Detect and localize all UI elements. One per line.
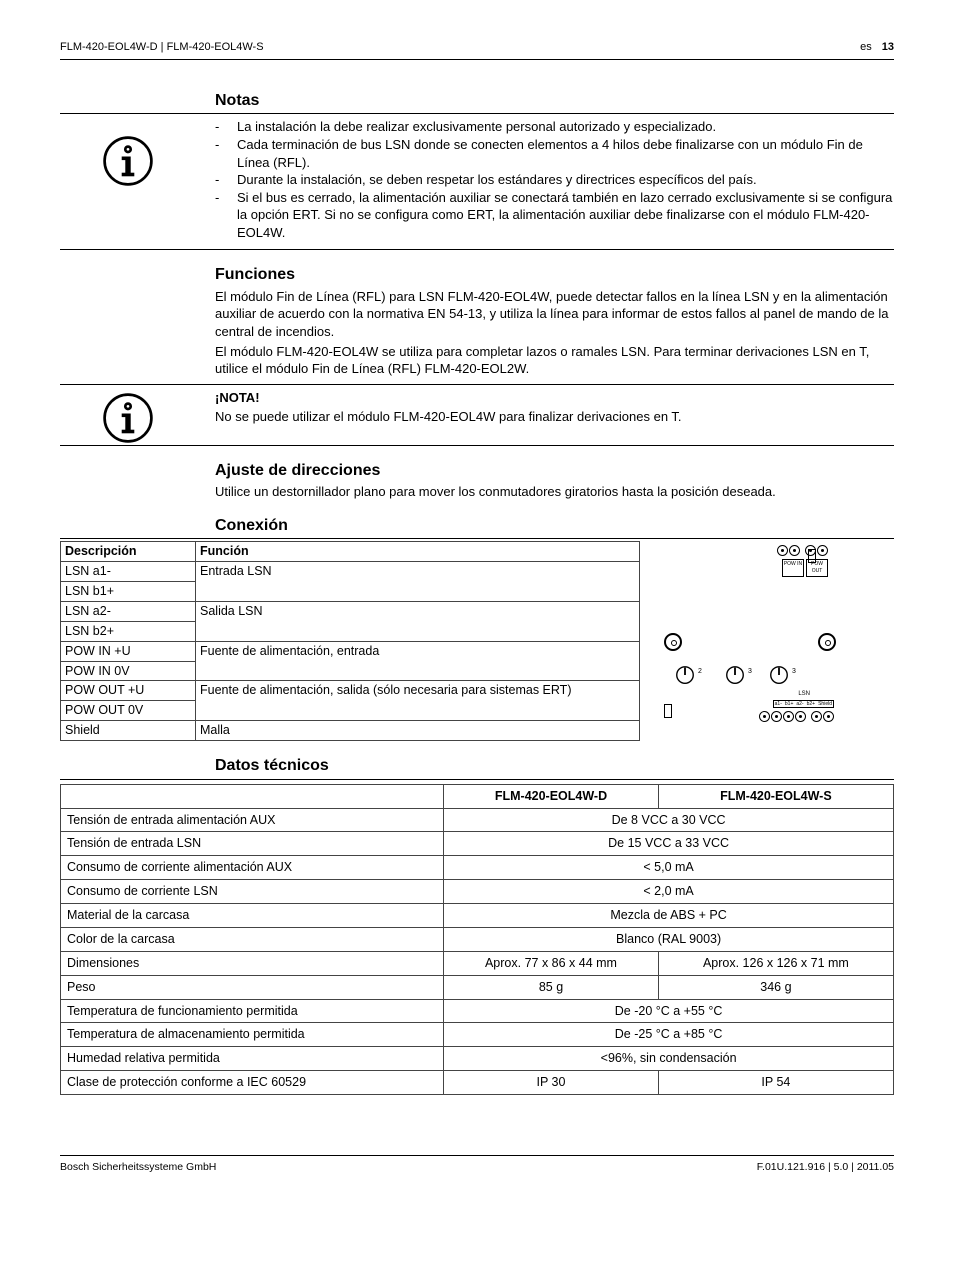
datos-value: De 8 VCC a 30 VCC: [444, 808, 894, 832]
datos-value: Blanco (RAL 9003): [444, 927, 894, 951]
datos-label: Tensión de entrada alimentación AUX: [61, 808, 444, 832]
table-row: Clase de protección conforme a IEC 60529…: [61, 1071, 894, 1095]
table-row: Temperatura de almacenamiento permitidaD…: [61, 1023, 894, 1047]
info-icon: [101, 134, 155, 188]
nota2-text: No se puede utilizar el módulo FLM-420-E…: [215, 408, 894, 426]
diagram-top-terminals: [777, 545, 828, 556]
table-row: Color de la carcasaBlanco (RAL 9003): [61, 927, 894, 951]
datos-label: Humedad relativa permitida: [61, 1047, 444, 1071]
datos-label: Consumo de corriente LSN: [61, 880, 444, 904]
datos-value: Aprox. 126 x 126 x 71 mm: [658, 951, 893, 975]
lsn-label: LSN: [798, 690, 810, 698]
datos-label: Dimensiones: [61, 951, 444, 975]
diagram-tab: [664, 704, 672, 718]
table-row: Tensión de entrada alimentación AUXDe 8 …: [61, 808, 894, 832]
table-row: Humedad relativa permitida<96%, sin cond…: [61, 1047, 894, 1071]
screw-icon: [664, 633, 682, 651]
funciones-title: Funciones: [215, 264, 894, 286]
rule: [60, 445, 894, 446]
conexion-wrap: Descripción Función LSN a1-Entrada LSN L…: [60, 541, 894, 741]
nota2-label: ¡NOTA!: [215, 389, 894, 407]
datos-value: < 2,0 mA: [444, 880, 894, 904]
datos-value: IP 30: [444, 1071, 659, 1095]
datos-value: IP 54: [658, 1071, 893, 1095]
list-item: -Durante la instalación, se deben respet…: [215, 171, 894, 189]
funciones-p2: El módulo FLM-420-EOL4W se utiliza para …: [215, 343, 894, 378]
nota2-block: ¡NOTA! No se puede utilizar el módulo FL…: [60, 385, 894, 445]
notas-block: -La instalación la debe realizar exclusi…: [60, 114, 894, 249]
rule: [60, 779, 894, 780]
page-header: FLM-420-EOL4W-D | FLM-420-EOL4W-S es 13: [60, 40, 894, 60]
info-icon: [101, 391, 155, 445]
diagram-bottom-labels: a1- b1+ a2- b2+ Shield: [773, 700, 834, 709]
datos-label: Peso: [61, 975, 444, 999]
datos-value: Mezcla de ABS + PC: [444, 904, 894, 928]
info-icon-col: [60, 114, 215, 188]
rule: [60, 249, 894, 250]
header-lang: es: [860, 40, 872, 55]
diagram-bottom-terminals: [759, 711, 834, 722]
page-footer: Bosch Sicherheitssysteme GmbH F.01U.121.…: [60, 1155, 894, 1174]
table-row: Peso85 g346 g: [61, 975, 894, 999]
datos-value: De -20 °C a +55 °C: [444, 999, 894, 1023]
footer-left: Bosch Sicherheitssysteme GmbH: [60, 1160, 216, 1174]
table-row: POW IN +UFuente de alimentación, entrada: [61, 641, 640, 661]
rotary-switch-icon: [724, 664, 746, 686]
list-item: -Si el bus es cerrado, la alimentación a…: [215, 189, 894, 242]
notas-list: -La instalación la debe realizar exclusi…: [215, 118, 894, 241]
datos-value: < 5,0 mA: [444, 856, 894, 880]
table-row: POW OUT +UFuente de alimentación, salida…: [61, 681, 640, 701]
rule: [60, 538, 894, 539]
info-icon-col: [60, 385, 215, 445]
datos-title: Datos técnicos: [215, 755, 894, 777]
table-row: Consumo de corriente LSN< 2,0 mA: [61, 880, 894, 904]
rotary-switch-icon: [674, 664, 696, 686]
conexion-title: Conexión: [215, 515, 894, 537]
datos-value: De 15 VCC a 33 VCC: [444, 832, 894, 856]
ajuste-title: Ajuste de direcciones: [215, 460, 894, 482]
datos-label: Temperatura de funcionamiento permitida: [61, 999, 444, 1023]
datos-label: Temperatura de almacenamiento permitida: [61, 1023, 444, 1047]
screw-icon: [818, 633, 836, 651]
datos-label: Clase de protección conforme a IEC 60529: [61, 1071, 444, 1095]
table-row: DimensionesAprox. 77 x 86 x 44 mmAprox. …: [61, 951, 894, 975]
ajuste-text: Utilice un destornillador plano para mov…: [215, 483, 894, 501]
funciones-p1: El módulo Fin de Línea (RFL) para LSN FL…: [215, 288, 894, 341]
table-header-row: FLM-420-EOL4W-D FLM-420-EOL4W-S: [61, 784, 894, 808]
list-item: -La instalación la debe realizar exclusi…: [215, 118, 894, 136]
footer-right: F.01U.121.916 | 5.0 | 2011.05: [757, 1160, 894, 1174]
datos-label: Consumo de corriente alimentación AUX: [61, 856, 444, 880]
datos-value: De -25 °C a +85 °C: [444, 1023, 894, 1047]
table-row: Temperatura de funcionamiento permitidaD…: [61, 999, 894, 1023]
datos-table: FLM-420-EOL4W-D FLM-420-EOL4W-S Tensión …: [60, 784, 894, 1095]
diagram-top-labels: POW IN POW OUT: [782, 559, 828, 577]
table-row: Consumo de corriente alimentación AUX< 5…: [61, 856, 894, 880]
datos-label: Color de la carcasa: [61, 927, 444, 951]
datos-value: 346 g: [658, 975, 893, 999]
header-page-number: 13: [882, 40, 894, 55]
table-row: Material de la carcasaMezcla de ABS + PC: [61, 904, 894, 928]
conexion-table: Descripción Función LSN a1-Entrada LSN L…: [60, 541, 640, 741]
conexion-diagram: POW IN POW OUT 2 3 3 LSN a1- b1+ a2- b2+…: [650, 541, 850, 726]
table-row: LSN a2-Salida LSN: [61, 601, 640, 621]
list-item: -Cada terminación de bus LSN donde se co…: [215, 136, 894, 171]
th-model-d: FLM-420-EOL4W-D: [444, 784, 659, 808]
datos-value: Aprox. 77 x 86 x 44 mm: [444, 951, 659, 975]
table-row: LSN a1-Entrada LSN: [61, 562, 640, 582]
datos-value: <96%, sin condensación: [444, 1047, 894, 1071]
datos-label: Tensión de entrada LSN: [61, 832, 444, 856]
header-left: FLM-420-EOL4W-D | FLM-420-EOL4W-S: [60, 40, 264, 55]
datos-value: 85 g: [444, 975, 659, 999]
header-right: es 13: [860, 40, 894, 55]
notas-title: Notas: [215, 90, 894, 112]
th-func: Función: [196, 542, 640, 562]
table-row: Tensión de entrada LSNDe 15 VCC a 33 VCC: [61, 832, 894, 856]
rotary-switch-icon: [768, 664, 790, 686]
table-row: ShieldMalla: [61, 721, 640, 741]
th-desc: Descripción: [61, 542, 196, 562]
datos-label: Material de la carcasa: [61, 904, 444, 928]
th-model-s: FLM-420-EOL4W-S: [658, 784, 893, 808]
